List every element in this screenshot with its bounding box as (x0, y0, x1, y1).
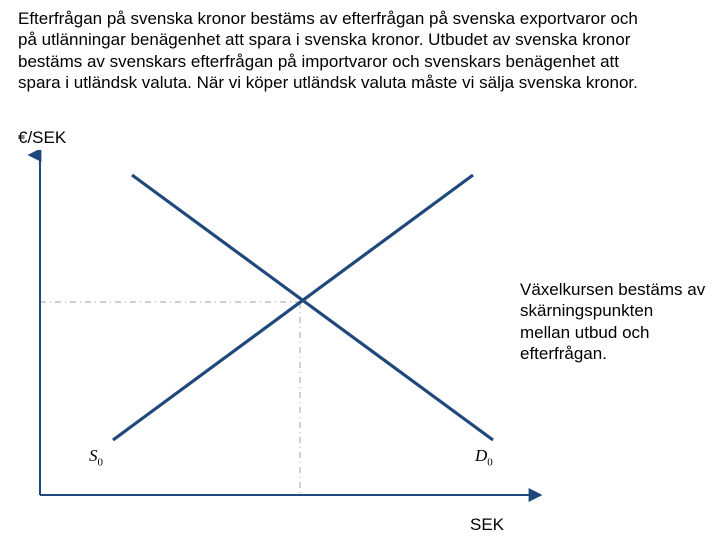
supply-curve (113, 175, 473, 440)
caption-text: Växelkursen bestäms av skärningspunkten … (518, 275, 708, 368)
demand-curve (132, 175, 493, 440)
intro-paragraph: Efterfrågan på svenska kronor bestäms av… (18, 8, 638, 93)
y-axis-label: €/SEK (18, 128, 66, 148)
supply-curve-label: S0 (89, 446, 103, 468)
x-axis-label: SEK (470, 515, 504, 535)
demand-curve-label: D0 (475, 446, 493, 468)
